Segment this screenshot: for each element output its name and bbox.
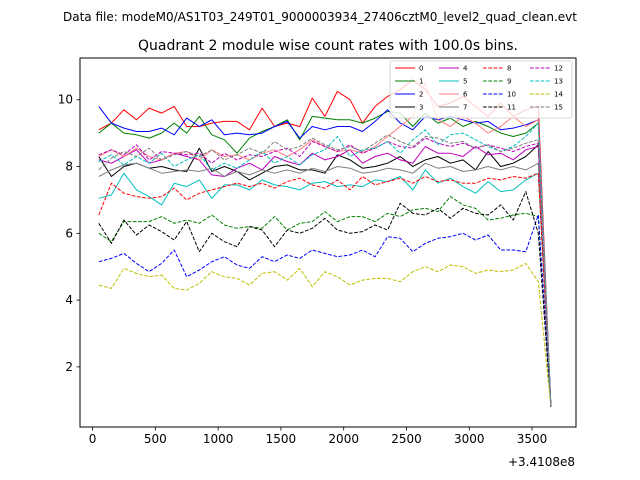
x-tick-label: 1500 [266, 432, 297, 446]
legend-label-9: 9 [507, 78, 511, 86]
y-tick-label: 10 [58, 93, 73, 107]
series-layer [98, 79, 552, 408]
legend-box [389, 60, 573, 119]
series-line-7 [98, 162, 552, 408]
series-line-12 [98, 137, 552, 408]
series-line-5 [98, 169, 552, 408]
legend-label-10: 10 [507, 91, 516, 99]
figure-suptitle: Data file: modeM0/AS1T03_249T01_90000039… [63, 10, 577, 24]
legend-label-8: 8 [507, 65, 511, 73]
y-tick-label: 2 [65, 360, 73, 374]
y-tick-label: 6 [65, 226, 73, 240]
legend-label-13: 13 [554, 78, 563, 86]
series-line-1 [98, 110, 552, 408]
series-line-11 [98, 191, 552, 408]
legend-label-6: 6 [463, 91, 468, 99]
series-line-13 [98, 122, 552, 408]
legend-label-7: 7 [463, 104, 467, 112]
x-tick-label: 1000 [203, 432, 234, 446]
y-axis: 2 4 6 8 10 [58, 93, 80, 374]
legend-label-12: 12 [554, 65, 563, 73]
x-tick-label: 2000 [328, 432, 359, 446]
series-line-9 [98, 196, 552, 408]
legend-label-15: 15 [554, 104, 563, 112]
chart-title: Quadrant 2 module wise count rates with … [138, 38, 518, 54]
series-line-14 [98, 262, 552, 408]
legend-label-14: 14 [554, 91, 563, 99]
legend-label-1: 1 [419, 78, 423, 86]
x-offset-label: +3.4108e8 [508, 455, 575, 469]
y-tick-label: 4 [65, 293, 73, 307]
x-tick-label: 0 [89, 432, 97, 446]
series-line-15 [98, 134, 552, 408]
legend-label-3: 3 [419, 104, 423, 112]
legend-label-0: 0 [419, 65, 423, 73]
legend-label-11: 11 [507, 104, 516, 112]
x-tick-label: 3000 [454, 432, 485, 446]
y-tick-label: 8 [65, 160, 73, 174]
legend-label-2: 2 [419, 91, 423, 99]
x-tick-label: 2500 [391, 432, 422, 446]
x-tick-label: 500 [144, 432, 167, 446]
series-line-10 [98, 214, 552, 408]
legend-label-4: 4 [463, 65, 468, 73]
legend-label-5: 5 [463, 78, 467, 86]
series-line-8 [98, 172, 552, 408]
x-tick-label: 3500 [517, 432, 548, 446]
axes-frame [79, 57, 577, 428]
x-axis: 0 500 1000 1500 2000 2500 3000 3500 [89, 427, 548, 446]
